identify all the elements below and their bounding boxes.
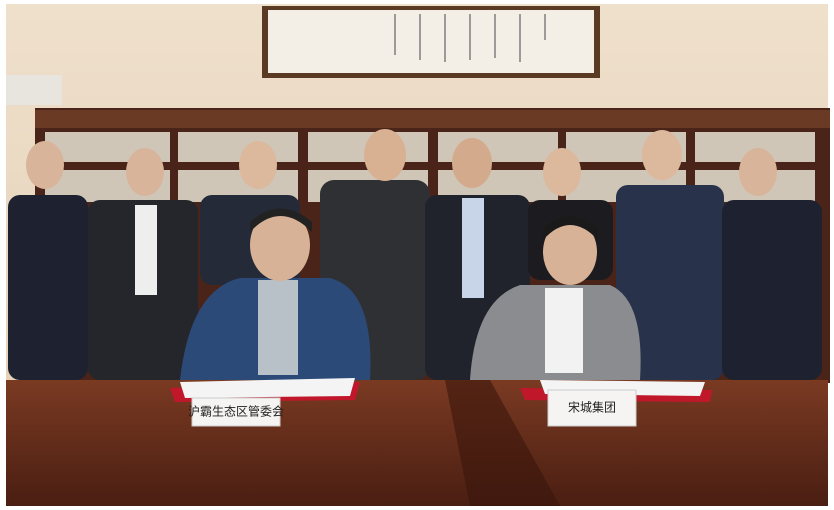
standing-people — [8, 129, 822, 380]
name-card — [191, 397, 281, 427]
wall-light — [6, 75, 62, 105]
table-seam — [445, 380, 560, 506]
calligraphy-strokes — [394, 14, 546, 62]
calligraphy — [268, 10, 594, 73]
name-card-text: 宋城集团 — [568, 400, 616, 415]
name-card — [547, 389, 637, 427]
shelf-cornice — [35, 110, 830, 128]
document — [180, 378, 355, 398]
seated-signers — [180, 208, 641, 380]
name-card-text: 沪霸生态区管委会 — [188, 404, 284, 419]
